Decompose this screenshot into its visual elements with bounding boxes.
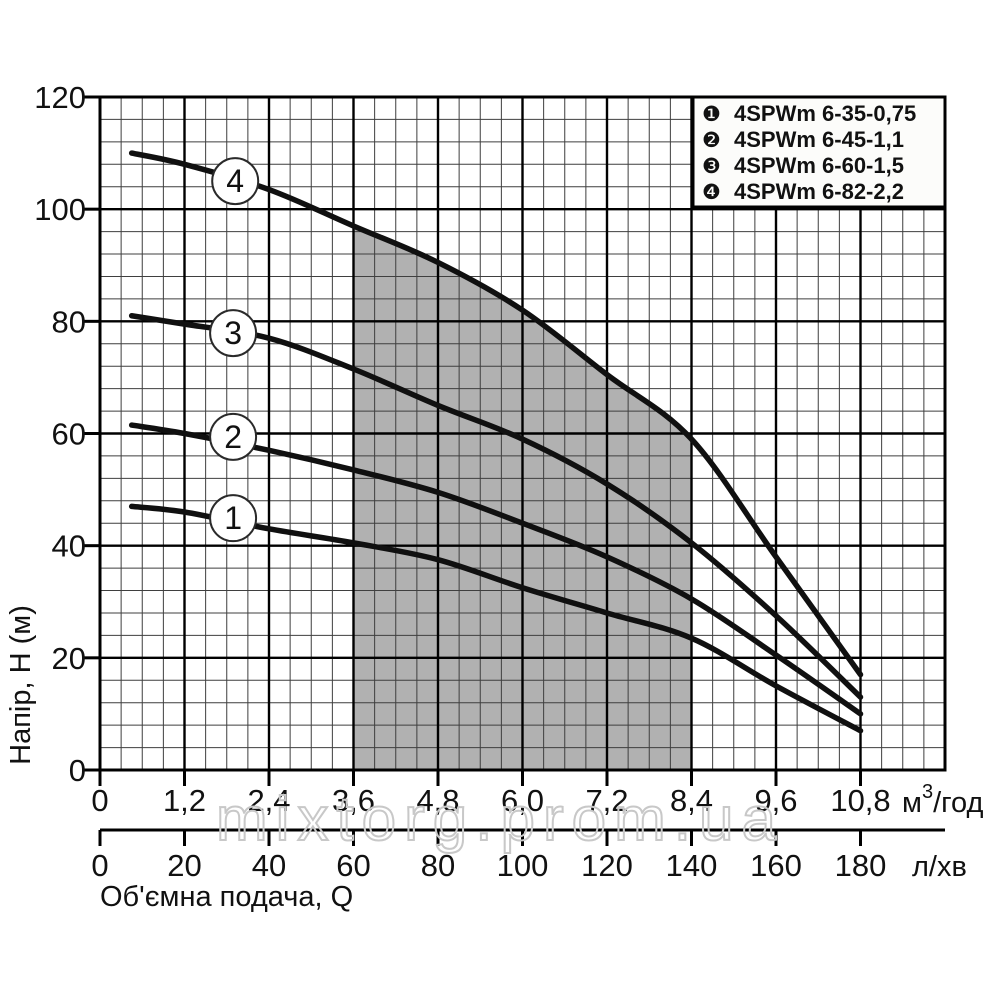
- legend-item-label: 4SPWm 6-82-2,2: [734, 179, 904, 204]
- legend-bullet-icon: ❸: [702, 155, 721, 178]
- legend-bullet-icon: ❶: [702, 103, 721, 126]
- y-tick-label: 100: [34, 192, 86, 227]
- x-tick-label-m3h: 9,6: [754, 783, 797, 818]
- x-tick-label-lmin: 80: [421, 848, 455, 883]
- y-tick-label: 80: [52, 304, 86, 339]
- curve-badge-1: 1: [209, 494, 258, 543]
- y-tick-label: 120: [34, 80, 86, 115]
- x-tick-label-lmin: 20: [167, 848, 201, 883]
- y-axis-ticks: [84, 95, 100, 772]
- curve-badge-circle: [211, 157, 260, 206]
- curve-badge-number: 1: [224, 500, 242, 536]
- curve-badge-circle: [209, 494, 258, 543]
- x-tick-label-m3h: 7,2: [585, 783, 628, 818]
- x-tick-label-m3h: 0: [91, 783, 108, 818]
- x-tick-label-m3h: 8,4: [670, 783, 713, 818]
- x-tick-label-lmin: 120: [581, 848, 633, 883]
- watermark: mixtorg.prom.ua: [216, 785, 784, 854]
- x-tick-label-m3h: 1,2: [163, 783, 206, 818]
- x-axis-unit-lmin: л/хв: [912, 851, 967, 883]
- x-tick-label-m3h: 2,4: [247, 783, 290, 818]
- curve-badge-number: 3: [224, 315, 242, 351]
- y-tick-label: 60: [52, 417, 86, 452]
- x-tick-label-m3h: 6,0: [501, 783, 544, 818]
- legend-item: ❸ 4SPWm 6-60-1,5: [702, 153, 904, 178]
- x-tick-label-lmin: 60: [336, 848, 370, 883]
- legend-item-label: 4SPWm 6-60-1,5: [734, 153, 904, 178]
- legend-item-label: 4SPWm 6-45-1,1: [734, 127, 904, 152]
- x-tick-label-lmin: 160: [750, 848, 802, 883]
- legend-item: ❷ 4SPWm 6-45-1,1: [702, 127, 904, 152]
- curve-badge-3: 3: [209, 309, 258, 358]
- x-axis-unit-m3h: м3/год: [902, 781, 984, 819]
- legend-bullet-icon: ❹: [702, 181, 721, 204]
- x-tick-label-lmin: 180: [835, 848, 887, 883]
- y-tick-label: 0: [69, 753, 86, 788]
- x-tick-label-lmin: 100: [497, 848, 549, 883]
- x-axis-title: Об'ємна подача, Q: [100, 881, 353, 913]
- x-tick-label-m3h: 10,8: [830, 783, 890, 818]
- legend-item-label: 4SPWm 6-35-0,75: [734, 101, 916, 126]
- curve-badge-circle: [209, 309, 258, 358]
- x-tick-label-lmin: 40: [252, 848, 286, 883]
- curve-badge-number: 2: [224, 419, 242, 455]
- flow-axis-lmin: [98, 828, 945, 846]
- legend-bullet-icon: ❷: [702, 129, 721, 152]
- y-tick-label: 40: [52, 529, 86, 564]
- curve-badge-2: 2: [209, 412, 258, 461]
- x-tick-label-lmin: 0: [91, 848, 108, 883]
- curve-badge-4: 4: [211, 157, 260, 206]
- curve-badge-number: 4: [226, 163, 244, 199]
- x-tick-label-m3h: 4,8: [416, 783, 459, 818]
- curve-badge-circle: [209, 412, 258, 461]
- x-tick-label-lmin: 140: [666, 848, 718, 883]
- y-axis-title: Напір, H (м): [5, 605, 37, 765]
- legend-item: ❶ 4SPWm 6-35-0,75: [702, 101, 916, 126]
- x-tick-label-m3h: 3,6: [332, 783, 375, 818]
- legend-box: ❶ 4SPWm 6-35-0,75 ❷ 4SPWm 6-45-1,1 ❸ 4SPWm 6-…: [691, 95, 947, 209]
- legend-item: ❹ 4SPWm 6-82-2,2: [702, 179, 904, 204]
- y-tick-label: 20: [52, 641, 86, 676]
- x-axis-ticks-m3h: [98, 770, 862, 786]
